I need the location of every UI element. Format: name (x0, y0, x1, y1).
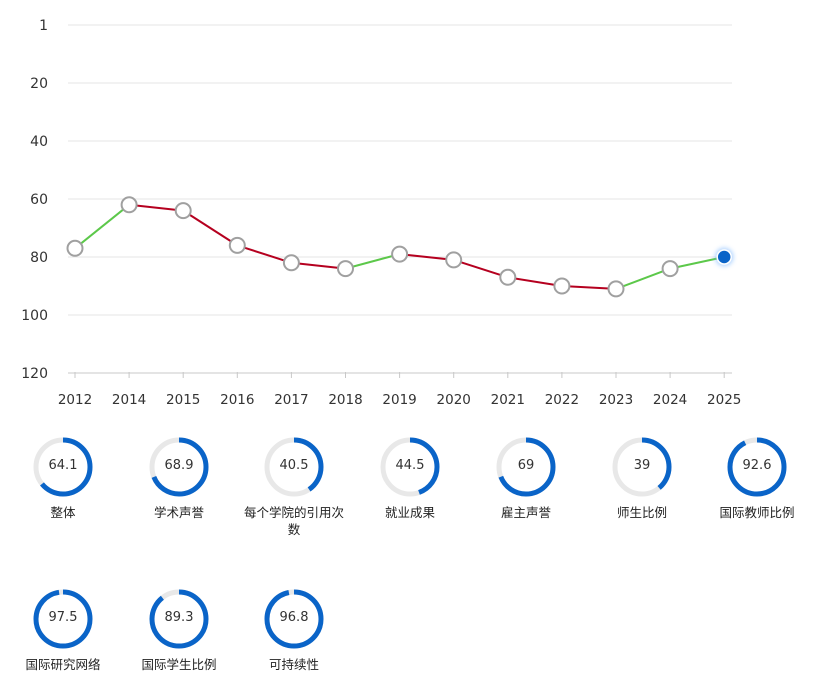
x-tick-label: 2022 (545, 392, 579, 408)
y-tick-label: 1 (39, 18, 48, 34)
score-label: 国际研究网络 (25, 657, 101, 672)
line-segment (561, 285, 617, 290)
score-label: 雇主声誉 (500, 505, 551, 520)
donut-arc (149, 437, 209, 497)
score-label: 师生比例 (616, 505, 667, 520)
data-point (228, 236, 246, 254)
x-tick-label: 2015 (166, 392, 200, 408)
donut-arc (612, 437, 672, 497)
data-point (499, 268, 517, 286)
x-tick-label: 2018 (328, 392, 362, 408)
score-value: 89.3 (164, 610, 194, 625)
score-donut: 69 雇主声誉 (468, 436, 584, 521)
data-point (553, 277, 571, 295)
score-value: 96.8 (279, 610, 309, 625)
donut-ring (264, 437, 324, 497)
score-label: 国际教师比例 (719, 505, 795, 520)
donut-arc (264, 589, 324, 649)
donut-ring (496, 437, 556, 497)
score-value: 40.5 (279, 458, 309, 473)
donut-arc (496, 437, 556, 497)
data-point (120, 196, 138, 214)
line-segment (345, 253, 400, 270)
donut-ring (33, 589, 93, 649)
data-point-current (716, 249, 732, 265)
y-tick-label: 120 (21, 366, 48, 382)
score-donut: 64.1 整体 (5, 436, 121, 521)
y-tick-label: 60 (30, 192, 48, 208)
donut-arc (33, 589, 93, 649)
x-tick-label: 2024 (653, 392, 687, 408)
line-segment (669, 256, 725, 270)
x-tick-label: 2017 (274, 392, 308, 408)
score-label: 学术声誉 (153, 505, 204, 520)
donut-arc (33, 437, 93, 497)
score-value: 44.5 (395, 458, 425, 473)
donut-ring (264, 589, 324, 649)
score-label: 每个学院的引用次数 (244, 505, 345, 537)
score-value: 68.9 (164, 458, 194, 473)
x-tick-label: 2016 (220, 392, 254, 408)
line-segment (507, 276, 563, 287)
data-point (66, 239, 84, 257)
score-value: 64.1 (48, 458, 78, 473)
data-point (174, 202, 192, 220)
data-point (282, 254, 300, 272)
score-label: 整体 (50, 505, 76, 520)
line-segment (615, 267, 671, 290)
data-point (391, 245, 409, 263)
data-point (661, 260, 679, 278)
score-value: 92.6 (742, 458, 772, 473)
donut-arc (727, 437, 787, 497)
x-tick-label: 2020 (437, 392, 471, 408)
y-tick-label: 100 (21, 308, 48, 324)
score-value: 97.5 (48, 610, 78, 625)
x-tick-label: 2023 (599, 392, 633, 408)
y-tick-label: 40 (30, 134, 48, 150)
line-segment (291, 261, 346, 270)
x-tick-label: 2025 (707, 392, 741, 408)
score-value: 39 (633, 458, 651, 473)
score-label: 国际学生比例 (141, 657, 217, 672)
donut-ring (727, 437, 787, 497)
score-label: 就业成果 (384, 505, 435, 520)
data-point (445, 251, 463, 269)
score-donut: 92.6 国际教师比例 (699, 436, 815, 521)
line-segment (74, 204, 130, 250)
score-donut: 40.5 每个学院的引用次数 (236, 436, 352, 538)
x-tick-label: 2014 (112, 392, 146, 408)
x-tick-label: 2012 (58, 392, 92, 408)
score-label: 可持续性 (268, 657, 319, 672)
line-segment (399, 253, 454, 261)
line-segment (182, 209, 238, 247)
donut-ring (149, 589, 209, 649)
data-point (607, 280, 625, 298)
line-segment (453, 258, 509, 279)
score-donut: 68.9 学术声誉 (121, 436, 237, 521)
x-tick-label: 2021 (491, 392, 525, 408)
score-donut: 39 师生比例 (584, 436, 700, 521)
data-point (337, 260, 354, 278)
y-tick-label: 80 (30, 250, 48, 266)
donut-ring (149, 437, 209, 497)
score-donut: 96.8 可持续性 (236, 588, 352, 673)
score-donut: 44.5 就业成果 (352, 436, 468, 521)
score-value: 69 (517, 458, 535, 473)
score-donut: 97.5 国际研究网络 (5, 588, 121, 673)
donut-arc (149, 589, 209, 649)
line-segment (236, 244, 292, 264)
x-tick-label: 2019 (382, 392, 416, 408)
donut-ring (612, 437, 672, 497)
donut-ring (380, 437, 440, 497)
y-tick-label: 20 (30, 76, 48, 92)
score-donut: 89.3 国际学生比例 (121, 588, 237, 673)
line-segment (128, 203, 184, 212)
donut-arc (380, 437, 440, 497)
donut-ring (33, 437, 93, 497)
donut-arc (264, 437, 324, 497)
